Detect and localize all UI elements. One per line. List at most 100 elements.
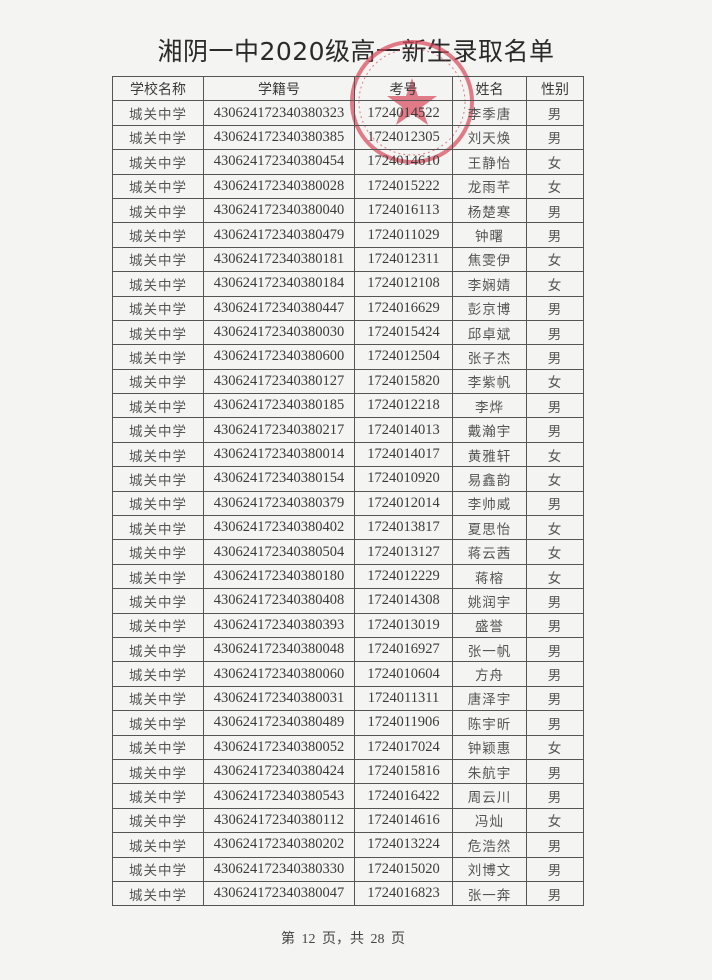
exam-number-cell: 1724017024 (354, 734, 453, 760)
column-header-gender: 性别 (526, 75, 584, 102)
gender-cell: 男 (526, 588, 584, 614)
gender-cell: 男 (526, 295, 584, 321)
table-row: 城关中学 430624172340380052 1724017024 钟颖惠女 (112, 734, 584, 760)
gender-cell: 男 (526, 417, 584, 443)
school-cell: 城关中学 (112, 295, 204, 321)
student-id-cell: 430624172340380402 (203, 515, 355, 541)
school-cell: 城关中学 (112, 441, 204, 468)
gender-cell: 男 (526, 197, 584, 224)
exam-number-cell: 1724015020 (354, 856, 453, 882)
gender-cell: 男 (526, 100, 584, 126)
student-id-cell: 430624172340380040 (203, 197, 355, 224)
page-title: 湘阴一中2020级高一新生录取名单 (157, 37, 555, 66)
name-cell: 邱卓斌 (452, 319, 527, 346)
student-id-cell: 430624172340380408 (203, 588, 355, 614)
school-cell: 城关中学 (112, 612, 204, 638)
table-row: 城关中学 430624172340380154 1724010920 易鑫韵女 (112, 466, 584, 492)
gender-cell: 男 (526, 685, 584, 712)
gender-cell: 男 (526, 856, 584, 882)
exam-number-cell: 1724012311 (354, 246, 453, 273)
school-cell: 城关中学 (112, 246, 204, 273)
name-cell: 王静怡 (452, 149, 527, 175)
gender-cell: 男 (526, 783, 584, 809)
exam-number-cell: 1724012108 (354, 271, 453, 297)
student-id-cell: 430624172340380504 (203, 539, 355, 565)
exam-number-cell: 1724015816 (354, 758, 453, 785)
name-cell: 蒋榕 (452, 563, 527, 590)
exam-number-cell: 1724013019 (354, 612, 453, 638)
gender-cell: 女 (526, 271, 584, 297)
exam-number-cell: 1724015820 (354, 368, 453, 395)
student-id-cell: 430624172340380185 (203, 393, 355, 419)
name-cell: 李帅威 (452, 490, 527, 517)
table-row: 城关中学 430624172340380112 1724014616 冯灿女 (112, 807, 584, 834)
name-cell: 杨楚寒 (452, 197, 527, 224)
name-cell: 易鑫韵 (452, 466, 527, 492)
name-cell: 蒋云茜 (452, 539, 527, 565)
school-cell: 城关中学 (112, 466, 204, 492)
table-row: 城关中学 430624172340380489 1724011906 陈宇昕男 (112, 710, 584, 736)
table-row: 城关中学 430624172340380180 1724012229 蒋榕女 (112, 563, 584, 590)
school-cell: 城关中学 (112, 832, 204, 858)
admission-table: 学校名称 学籍号 考号 姓名 性别 城关中学 430624172340380323 1724… (112, 75, 584, 907)
exam-number-cell: 1724014013 (354, 417, 453, 443)
gender-cell: 女 (526, 441, 584, 468)
name-cell: 焦雯伊 (452, 246, 527, 273)
gender-cell: 男 (526, 222, 584, 248)
exam-number-cell: 1724014610 (354, 149, 453, 175)
table-row: 城关中学 430624172340380028 1724015222 龙雨芊女 (112, 173, 584, 199)
exam-number-cell: 1724015222 (354, 173, 453, 199)
school-cell: 城关中学 (112, 515, 204, 541)
column-header-school: 学校名称 (112, 75, 204, 102)
exam-number-cell: 1724010604 (354, 661, 453, 687)
gender-cell: 男 (526, 710, 584, 736)
table-row: 城关中学 430624172340380454 1724014610 王静怡女 (112, 149, 584, 175)
gender-cell: 女 (526, 246, 584, 273)
table-row: 城关中学 430624172340380040 1724016113 杨楚寒男 (112, 197, 584, 224)
name-cell: 夏思怡 (452, 515, 527, 541)
name-cell: 冯灿 (452, 807, 527, 834)
name-cell: 彭京博 (452, 295, 527, 321)
page-footer: 第 12 页，共 28 页 (281, 932, 405, 947)
exam-number-cell: 1724016629 (354, 295, 453, 321)
table-row: 城关中学 430624172340380048 1724016927 张一帆男 (112, 636, 584, 663)
gender-cell: 女 (526, 466, 584, 492)
name-cell: 龙雨芊 (452, 173, 527, 199)
name-cell: 刘博文 (452, 856, 527, 882)
gender-cell: 女 (526, 539, 584, 565)
school-cell: 城关中学 (112, 344, 204, 370)
school-cell: 城关中学 (112, 758, 204, 785)
student-id-cell: 430624172340380323 (203, 100, 355, 126)
exam-number-cell: 1724011906 (354, 710, 453, 736)
gender-cell: 男 (526, 344, 584, 370)
exam-number-cell: 1724012305 (354, 124, 453, 151)
gender-cell: 男 (526, 124, 584, 151)
school-cell: 城关中学 (112, 490, 204, 517)
gender-cell: 男 (526, 636, 584, 663)
table-row: 城关中学 430624172340380402 1724013817 夏思怡女 (112, 515, 584, 541)
name-cell: 方舟 (452, 661, 527, 687)
school-cell: 城关中学 (112, 856, 204, 882)
student-id-cell: 430624172340380048 (203, 636, 355, 663)
exam-number-cell: 1724011311 (354, 685, 453, 712)
exam-number-cell: 1724015424 (354, 319, 453, 346)
name-cell: 钟颖惠 (452, 734, 527, 760)
exam-number-cell: 1724016927 (354, 636, 453, 663)
table-row: 城关中学 430624172340380030 1724015424 邱卓斌男 (112, 319, 584, 346)
school-cell: 城关中学 (112, 880, 204, 907)
student-id-cell: 430624172340380028 (203, 173, 355, 199)
column-header-exam-no: 考号 (354, 75, 453, 102)
table-row: 城关中学 430624172340380060 1724010604 方舟男 (112, 661, 584, 687)
exam-number-cell: 1724016823 (354, 880, 453, 907)
gender-cell: 女 (526, 563, 584, 590)
exam-number-cell: 1724016422 (354, 783, 453, 809)
school-cell: 城关中学 (112, 222, 204, 248)
table-row: 城关中学 430624172340380424 1724015816 朱航宇男 (112, 758, 584, 785)
name-cell: 姚润宇 (452, 588, 527, 614)
student-id-cell: 430624172340380330 (203, 856, 355, 882)
name-cell: 张一帆 (452, 636, 527, 663)
student-id-cell: 430624172340380379 (203, 490, 355, 517)
table-row: 城关中学 430624172340380127 1724015820 李紫帆女 (112, 368, 584, 395)
table-header-row: 学校名称 学籍号 考号 姓名 性别 (112, 75, 584, 102)
table-row: 城关中学 430624172340380379 1724012014 李帅威男 (112, 490, 584, 517)
